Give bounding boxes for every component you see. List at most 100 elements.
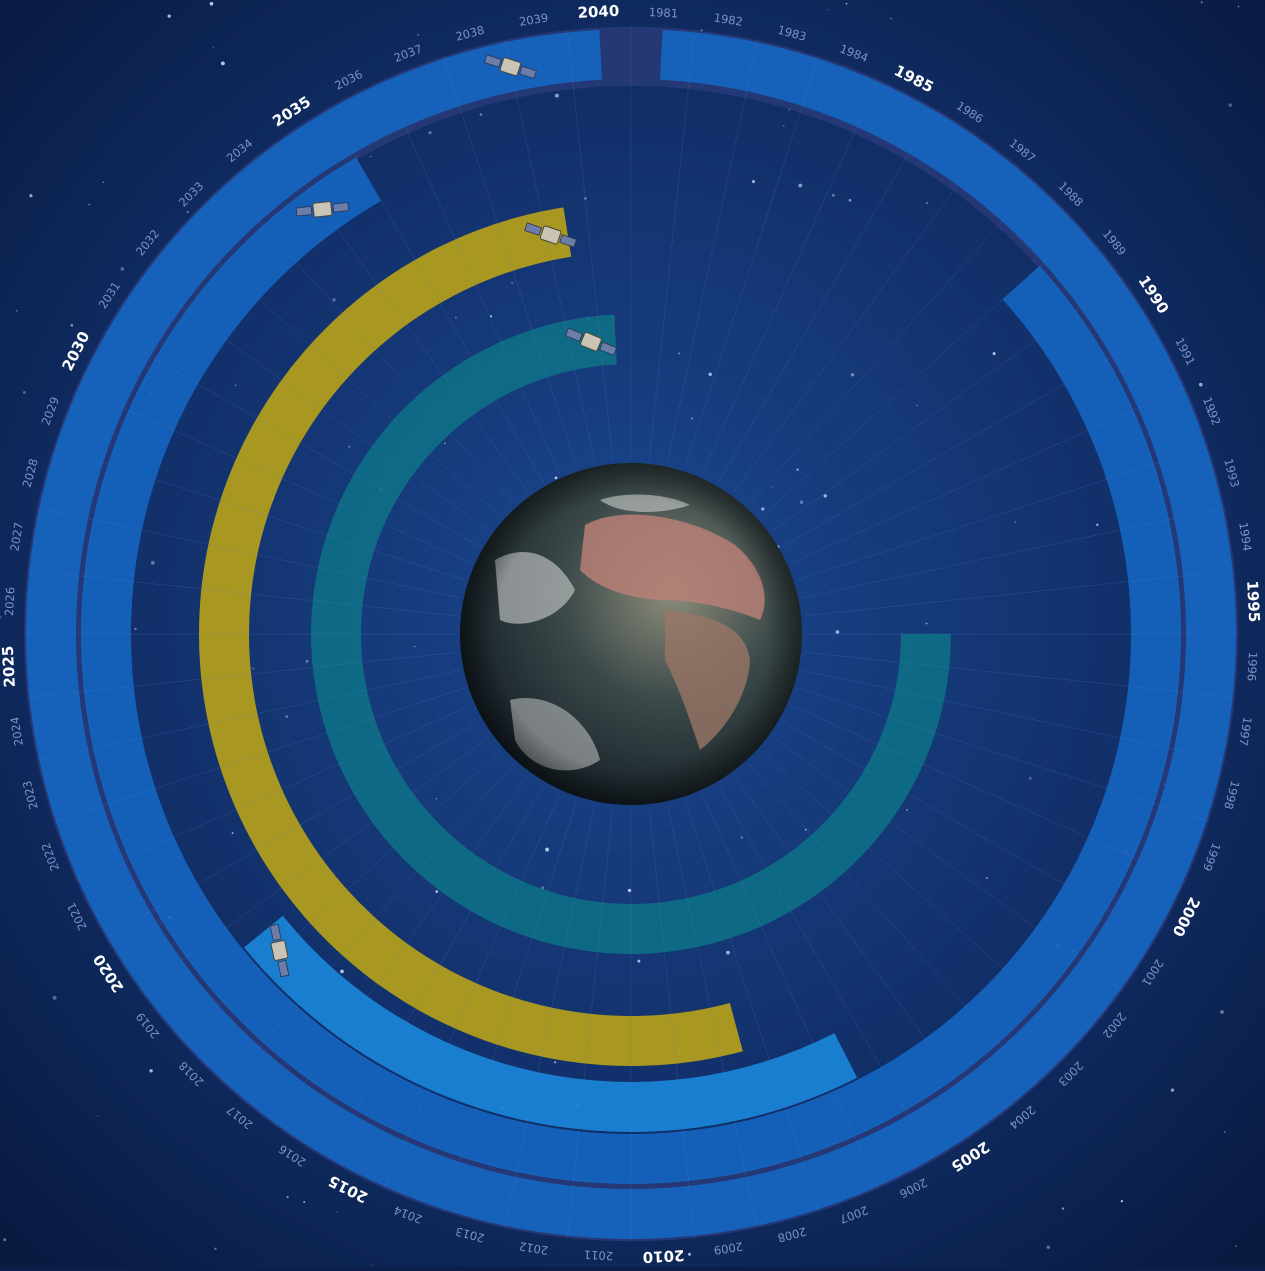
year-grid-line: [684, 56, 819, 468]
star: [149, 1069, 153, 1073]
year-grid-line: [327, 108, 544, 483]
year-grid-line: [567, 30, 613, 460]
star: [52, 995, 57, 1000]
star: [678, 352, 681, 355]
star: [848, 198, 852, 202]
star: [120, 267, 125, 271]
star: [637, 959, 641, 963]
star: [1220, 1010, 1224, 1014]
year-grid-line: [760, 227, 1083, 518]
star: [554, 476, 558, 480]
year-grid-line: [139, 277, 490, 532]
star: [783, 125, 785, 127]
year-grid-line: [772, 277, 1123, 532]
star: [771, 486, 773, 488]
star: [688, 1252, 691, 1256]
year-label-major: 2025: [0, 645, 19, 688]
satellite-icon: [295, 201, 350, 218]
star: [823, 494, 827, 498]
star: [1046, 1245, 1050, 1249]
star: [511, 281, 514, 284]
year-grid-line: [747, 182, 1038, 505]
year-grid-line: [701, 793, 879, 1189]
year-grid-line: [27, 570, 457, 616]
star: [220, 61, 225, 66]
star: [1237, 5, 1240, 8]
star: [554, 93, 559, 98]
year-grid-line: [701, 79, 879, 475]
year-grid-line: [567, 808, 613, 1238]
star: [906, 808, 908, 811]
year-grid-lines: [24, 27, 1238, 1241]
year-grid-line: [383, 793, 561, 1189]
year-grid-line: [782, 721, 1157, 938]
year-grid-line: [443, 56, 578, 468]
satellite-icon: [269, 923, 290, 978]
year-grid-line: [805, 570, 1235, 616]
star: [3, 1238, 7, 1242]
year-label-major: 2010: [642, 1246, 685, 1266]
year-grid-line: [224, 763, 515, 1086]
star: [96, 1115, 99, 1118]
star: [726, 950, 730, 955]
year-grid-line: [760, 750, 1083, 1041]
star: [850, 373, 855, 377]
year-label: 1981: [649, 5, 679, 21]
year-grid-line: [383, 79, 561, 475]
star: [835, 630, 840, 634]
year-grid-line: [443, 800, 578, 1212]
year-grid-line: [790, 704, 1186, 882]
year-grid-line: [684, 800, 819, 1212]
star: [340, 969, 344, 974]
year-grid-line: [733, 142, 988, 493]
star: [545, 847, 550, 852]
year-grid-line: [105, 721, 480, 938]
satellite-icon: [524, 222, 578, 248]
year-label-major: 2040: [577, 2, 620, 22]
star: [925, 622, 928, 625]
year-grid-line: [179, 227, 502, 518]
year-grid-line: [53, 446, 465, 581]
year-grid-line: [649, 808, 695, 1238]
star: [799, 500, 804, 504]
star: [890, 17, 892, 20]
star: [708, 372, 712, 377]
star: [1061, 1207, 1065, 1210]
star: [627, 888, 632, 893]
star: [285, 715, 289, 719]
star: [70, 324, 74, 327]
star: [1198, 382, 1203, 387]
star: [926, 202, 928, 204]
year-grid-line: [37, 670, 460, 761]
star: [88, 203, 90, 206]
year-grid-line: [667, 40, 758, 463]
year-grid-line: [504, 805, 595, 1228]
star: [428, 131, 432, 135]
year-grid-line: [504, 40, 595, 463]
star: [150, 560, 155, 565]
star: [751, 180, 756, 184]
star: [691, 417, 693, 420]
star: [796, 468, 799, 471]
star: [209, 2, 214, 6]
star: [29, 194, 33, 198]
star: [134, 627, 137, 631]
star: [584, 197, 587, 200]
star: [761, 507, 765, 511]
satellite-icons: [269, 54, 618, 978]
programme-band-3: [243, 915, 858, 1132]
year-grid-line: [53, 687, 465, 822]
star: [479, 113, 483, 116]
year-label: 2011: [584, 1247, 614, 1263]
year-label-major: 1995: [1243, 580, 1263, 623]
year-label: 1996: [1244, 652, 1260, 682]
star: [1235, 1245, 1237, 1248]
year-grid-line: [747, 763, 1038, 1086]
star: [992, 352, 996, 356]
star: [798, 183, 803, 188]
star: [22, 391, 26, 394]
year-label: 2009: [713, 1239, 744, 1257]
year-grid-line: [782, 330, 1157, 547]
star: [1096, 523, 1099, 526]
